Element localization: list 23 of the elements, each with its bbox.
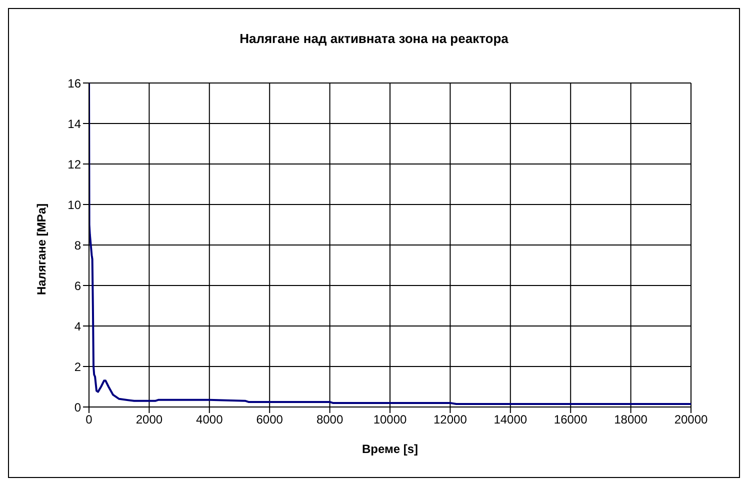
x-tick-label: 14000 [494, 412, 528, 427]
x-tick-label: 0 [86, 412, 93, 427]
x-tick-label: 8000 [316, 412, 344, 427]
x-tick-label: 10000 [373, 412, 408, 427]
x-axis-title: Време [s] [362, 442, 418, 456]
y-tick-label: 0 [74, 400, 82, 414]
x-tick-label: 2000 [136, 412, 163, 427]
x-tick-label: 4000 [196, 412, 224, 427]
y-tick-label: 4 [74, 319, 82, 334]
y-tick-label: 6 [74, 278, 82, 293]
chart-title: Налягане над активната зона на реактора [238, 31, 510, 46]
y-tick-label: 8 [74, 238, 82, 252]
y-tick-label: 2 [74, 360, 82, 374]
y-tick-label: 10 [68, 198, 82, 212]
y-axis-title: Налягане [MPa] [34, 203, 48, 295]
y-tick-label: 14 [68, 116, 82, 131]
y-tick-label: 16 [68, 76, 82, 90]
x-tick-label: 16000 [554, 412, 588, 427]
x-tick-label: 18000 [614, 412, 648, 427]
y-tick-label: 12 [68, 157, 82, 172]
x-tick-label: 20000 [674, 412, 708, 427]
x-tick-label: 6000 [256, 412, 284, 427]
x-tick-label: 12000 [434, 412, 468, 427]
